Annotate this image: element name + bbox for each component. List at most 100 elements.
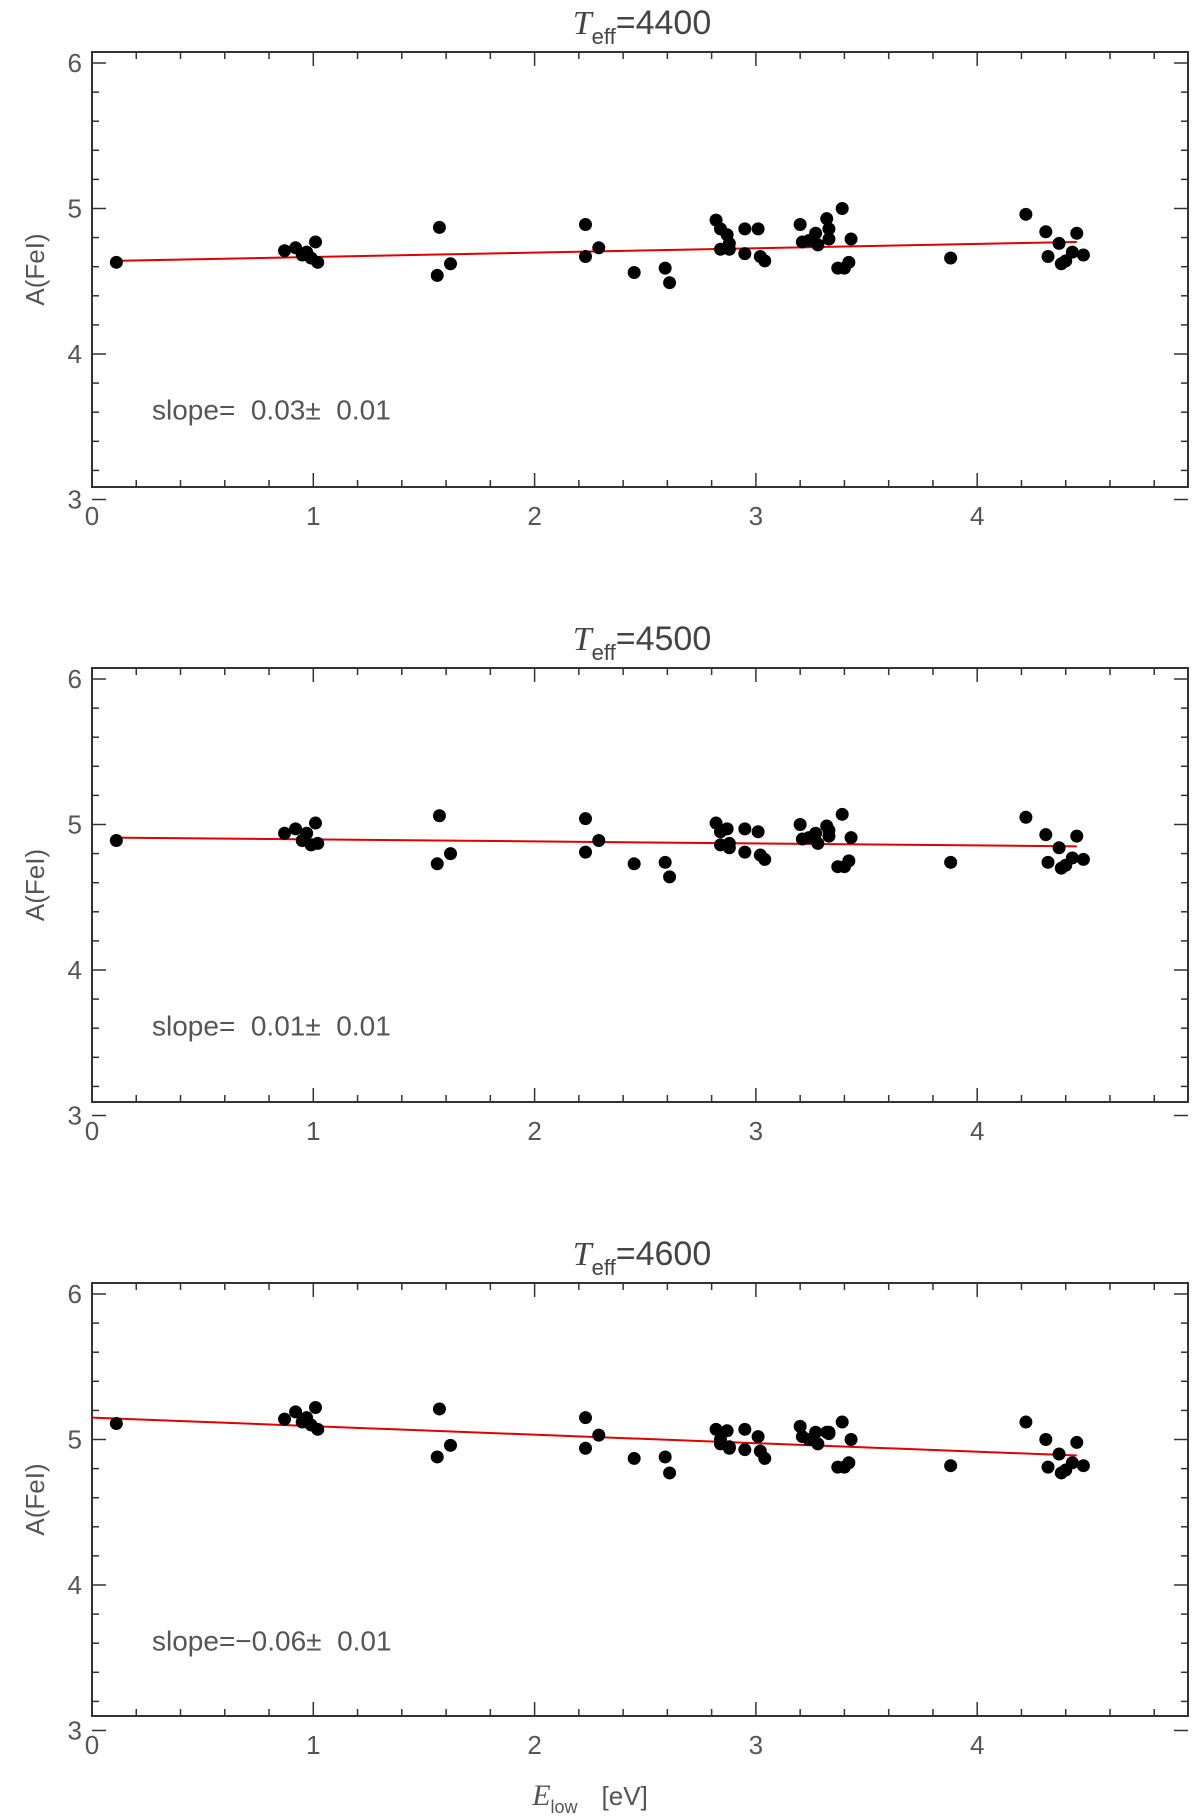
data-point: [1065, 1456, 1079, 1470]
svg-text:Elow[eV]: Elow [eV]: [531, 1779, 648, 1817]
data-point: [109, 255, 123, 269]
y-tick-label: 4: [68, 339, 82, 369]
y-tick-label: 4: [68, 955, 82, 985]
data-point: [738, 1422, 752, 1436]
data-point: [627, 1451, 641, 1465]
data-point: [822, 1425, 836, 1439]
data-point: [738, 222, 752, 236]
data-point: [811, 238, 825, 252]
data-point: [592, 241, 606, 255]
data-point: [278, 244, 292, 258]
panel-2: Teff=4500 0 1 2 3 4 3 4 5 6 A(FeI) slope= 0.01± 0.0…: [20, 620, 1189, 1146]
data-point: [1041, 855, 1055, 869]
data-point: [751, 1430, 765, 1444]
data-point: [835, 1415, 849, 1429]
data-point: [822, 829, 836, 843]
data-point: [844, 1433, 858, 1446]
data-point: [278, 1412, 292, 1426]
y-tick-label: 3: [68, 1101, 82, 1131]
data-point: [1052, 1447, 1066, 1461]
data-point: [944, 251, 958, 265]
data-point: [1052, 841, 1066, 855]
data-point: [811, 1437, 825, 1451]
data-point: [720, 1424, 734, 1438]
data-point: [444, 1438, 458, 1452]
data-point: [1019, 207, 1033, 221]
data-point: [430, 268, 444, 282]
x-tick-label: 0: [85, 1116, 99, 1146]
data-point: [1076, 248, 1090, 262]
data-point: [109, 1416, 123, 1430]
y-tick-label: 6: [68, 1279, 82, 1309]
y-tick-label: 5: [68, 194, 82, 224]
x-tick-label: 0: [85, 1730, 99, 1760]
slope-annotation: slope=−0.06± 0.01: [152, 1625, 392, 1656]
data-point: [658, 261, 672, 275]
y-tick-label: 4: [68, 1570, 82, 1600]
data-point: [793, 1419, 807, 1433]
data-point: [811, 836, 825, 850]
data-point: [1076, 852, 1090, 866]
data-point: [432, 220, 446, 234]
data-point: [758, 254, 772, 268]
title-subscript: eff: [592, 640, 617, 665]
data-point: [738, 845, 752, 859]
data-point: [809, 826, 823, 840]
data-point: [844, 831, 858, 845]
data-point: [793, 818, 807, 831]
data-point: [578, 1441, 592, 1455]
data-point: [842, 1456, 856, 1470]
title-value: =4600: [616, 1235, 712, 1273]
y-tick-label: 6: [68, 48, 82, 78]
data-point: [835, 807, 849, 821]
plot-frame: [91, 667, 1189, 1103]
data-point: [1065, 245, 1079, 259]
data-point: [793, 218, 807, 232]
data-point: [822, 222, 836, 236]
data-point: [738, 247, 752, 261]
data-point: [663, 870, 677, 884]
x-tick-label: 1: [306, 1730, 320, 1760]
panel-title: Teff=4400: [573, 4, 711, 49]
plot-frame: [91, 51, 1189, 488]
data-point: [1019, 810, 1033, 824]
data-point: [944, 1459, 958, 1473]
y-tick-label: 5: [68, 1425, 82, 1455]
data-point: [278, 826, 292, 840]
data-point: [1076, 1459, 1090, 1473]
x-tick-label: 1: [306, 1116, 320, 1146]
data-point: [311, 1422, 325, 1436]
panel-title: Teff=4600: [573, 1235, 711, 1280]
data-point: [432, 809, 446, 823]
fit-line: [91, 1416, 1077, 1457]
x-tick-label: 4: [970, 1116, 984, 1146]
x-axis-label: Elow [eV]: [531, 1779, 648, 1817]
data-point: [809, 226, 823, 240]
slope-annotation: slope= 0.01± 0.01: [152, 1010, 391, 1041]
data-point: [722, 836, 736, 850]
data-point: [1041, 250, 1055, 264]
data-point: [720, 822, 734, 836]
x-tick-label: 4: [970, 1730, 984, 1760]
data-point: [300, 826, 314, 840]
y-tick-label: 3: [68, 1716, 82, 1746]
data-point: [578, 812, 592, 826]
title-subscript: eff: [592, 1255, 617, 1280]
data-point: [627, 266, 641, 280]
data-point: [658, 1450, 672, 1464]
x-tick-label: 3: [749, 1730, 763, 1760]
data-point: [592, 1428, 606, 1442]
data-point: [1052, 236, 1066, 250]
title-symbol: T: [573, 621, 594, 658]
slope-annotation: slope= 0.03± 0.01: [152, 394, 391, 425]
data-point: [432, 1402, 446, 1416]
y-axis-label: A(FeI): [20, 233, 50, 305]
data-point: [722, 1441, 736, 1455]
data-point: [722, 242, 736, 256]
data-point: [809, 1425, 823, 1439]
x-tick-label: 2: [527, 501, 541, 531]
data-point: [578, 845, 592, 859]
data-point: [820, 212, 834, 226]
data-point: [444, 257, 458, 271]
data-point: [444, 847, 458, 861]
